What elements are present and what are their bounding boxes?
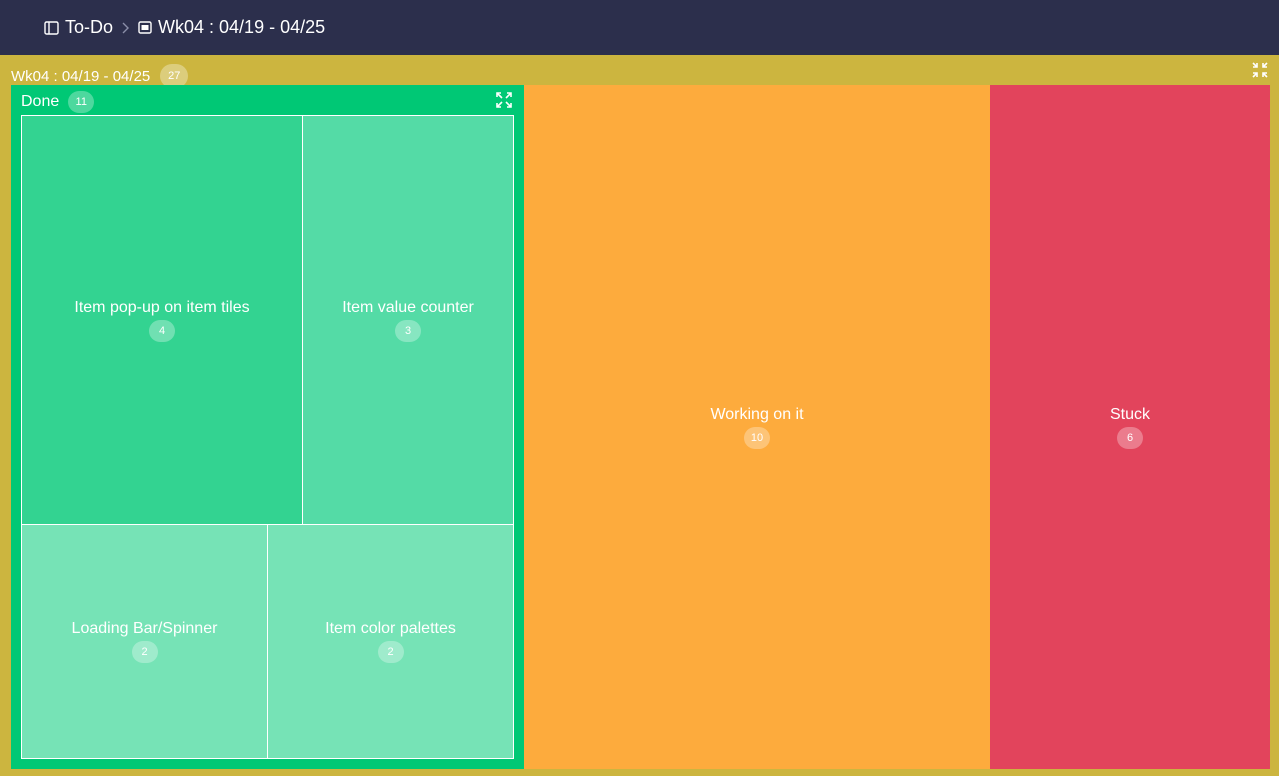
group-icon: [138, 21, 152, 34]
item-tile-count-badge: 3: [395, 319, 421, 342]
week-group-count-badge: 27: [160, 64, 189, 88]
week-group-header: Wk04 : 04/19 - 04/25 27: [11, 64, 189, 88]
breadcrumb: To-Do Wk04 : 04/19 - 04/25: [0, 0, 1279, 55]
breadcrumb-current[interactable]: Wk04 : 04/19 - 04/25: [138, 17, 325, 38]
item-tile-count-badge: 4: [149, 319, 175, 342]
item-tile-label: Item color palettes: [325, 620, 456, 637]
expand-icon[interactable]: [495, 91, 513, 109]
item-tile[interactable]: Item color palettes 2: [267, 524, 514, 759]
week-group-title: Wk04 : 04/19 - 04/25: [11, 67, 151, 85]
item-tile-label: Loading Bar/Spinner: [71, 620, 218, 637]
stuck-group-count-badge: 6: [1117, 426, 1143, 449]
collapse-icon[interactable]: [1251, 61, 1269, 79]
done-group-count-badge: 11: [68, 91, 95, 113]
working-group-label: Working on it: [710, 405, 804, 423]
working-group-count-badge: 10: [744, 426, 770, 449]
item-tile-count-badge: 2: [131, 641, 158, 663]
item-tile-count-badge: 2: [377, 641, 404, 663]
stuck-group-label: Stuck: [1109, 405, 1150, 423]
chevron-right-icon: [121, 22, 130, 34]
item-tile[interactable]: Loading Bar/Spinner 2: [21, 524, 268, 759]
item-tile[interactable]: Item value counter 3: [302, 115, 514, 525]
stuck-group-tile[interactable]: Stuck 6: [990, 85, 1270, 769]
item-tile-label: Item value counter: [342, 298, 474, 316]
breadcrumb-root[interactable]: To-Do: [44, 17, 113, 38]
done-group-title: Done: [21, 93, 60, 110]
item-tile-label: Item pop-up on item tiles: [74, 298, 250, 316]
item-tile[interactable]: Item pop-up on item tiles 4: [21, 115, 303, 525]
done-group-header: Done 11: [21, 91, 95, 113]
working-group-tile[interactable]: Working on it 10: [524, 85, 990, 769]
breadcrumb-current-label: Wk04 : 04/19 - 04/25: [158, 17, 326, 37]
board-panel-icon: [44, 20, 59, 35]
breadcrumb-root-label: To-Do: [65, 17, 114, 37]
